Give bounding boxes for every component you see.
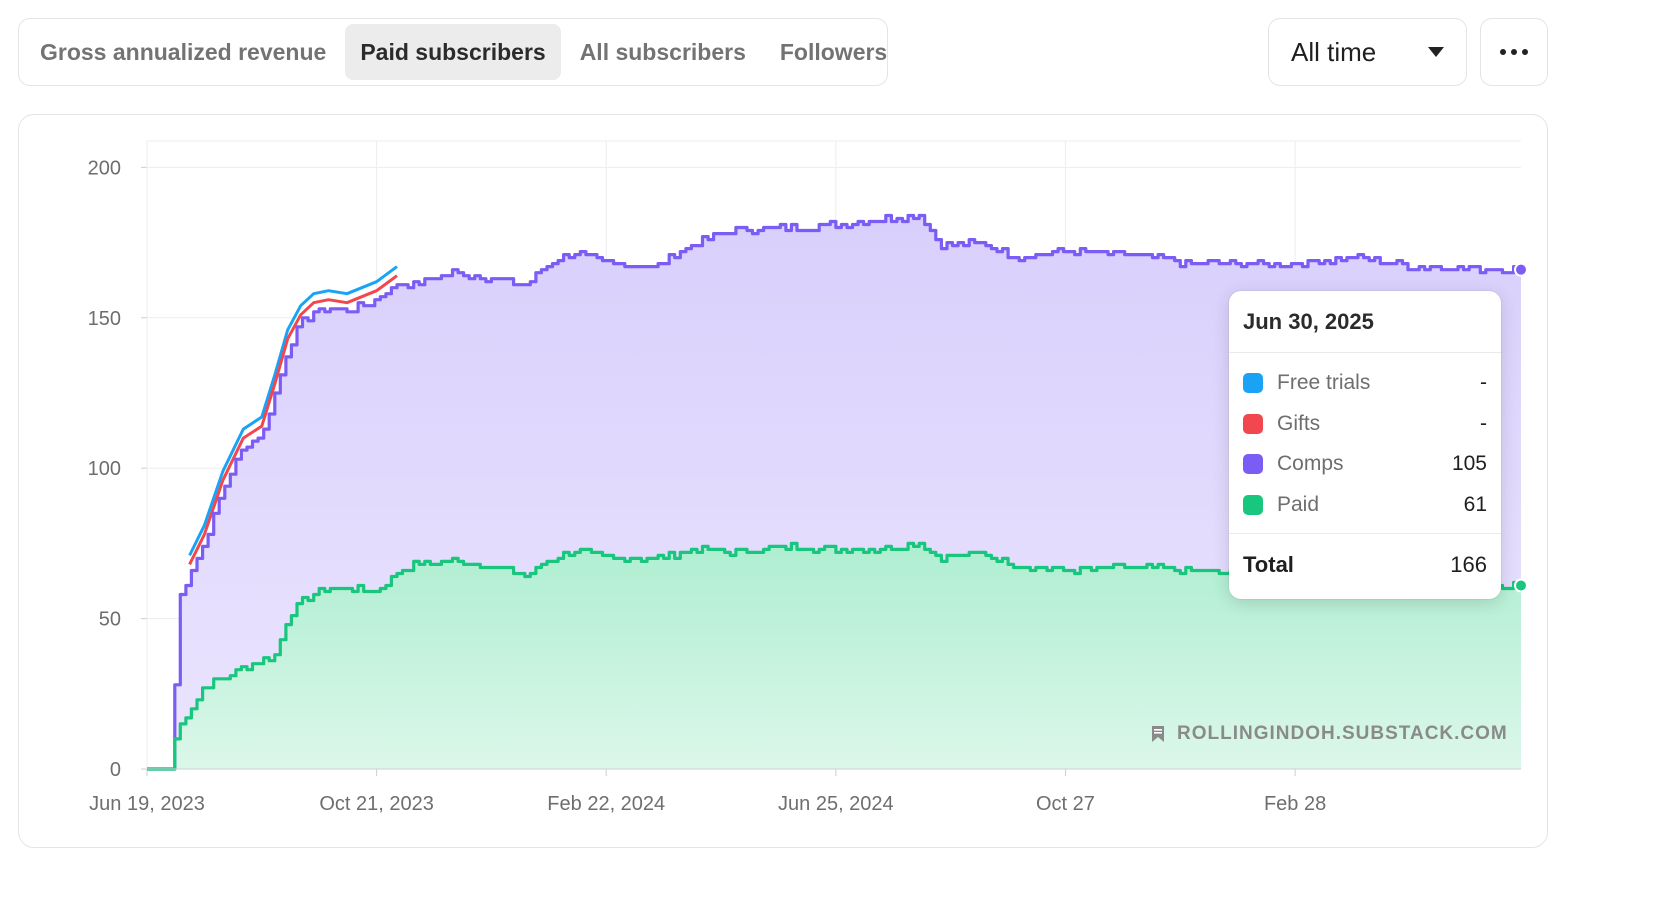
gifts-line: [188, 274, 398, 566]
total-line: [147, 213, 1523, 771]
watermark-text: ROLLINGINDOH.SUBSTACK.COM: [1177, 723, 1508, 744]
total-end-marker: [1514, 262, 1528, 277]
y-tick-label: 100: [88, 458, 121, 480]
paid-swatch: [1243, 494, 1263, 515]
y-tick-label: 50: [99, 609, 121, 631]
tab-all-subscribers[interactable]: All subscribers: [579, 38, 746, 65]
comps-swatch: [1243, 454, 1263, 475]
more-options-button[interactable]: [1480, 18, 1548, 86]
more-icon: [1500, 49, 1506, 55]
tooltip-row-label: Free trials: [1277, 371, 1371, 395]
x-tick-label: Jun 25, 2024: [778, 793, 894, 815]
tooltip-total-label: Total: [1243, 552, 1294, 577]
tab-paid-subscribers[interactable]: Paid subscribers: [345, 24, 561, 80]
tooltip-row-label: Comps: [1277, 452, 1344, 476]
tooltip-total-value: 166: [1450, 552, 1487, 577]
metric-tabs: Gross annualized revenue Paid subscriber…: [18, 18, 888, 86]
x-tick-label: Oct 27: [1036, 793, 1095, 815]
paid-subscribers-chart[interactable]: 0 50 100 150 200 Jun 19, 2023 Oct 21, 2023 Feb …: [19, 115, 1548, 848]
chevron-down-icon: [1428, 47, 1444, 57]
tooltip-row-free-trials: Free trials -: [1243, 363, 1487, 404]
tooltip-row-label: Paid: [1277, 492, 1320, 516]
paid-area: [147, 543, 1521, 769]
y-tick-label: 150: [88, 308, 121, 330]
x-tick-label: Oct 21, 2023: [319, 793, 434, 815]
x-tick-label: Feb 22, 2024: [547, 793, 665, 815]
bookmark-icon: [1152, 726, 1164, 742]
tab-gross-annualized-revenue[interactable]: Gross annualized revenue: [40, 38, 327, 65]
time-range-value: All time: [1291, 36, 1377, 67]
paid-end-marker: [1514, 578, 1528, 593]
free-trials-swatch: [1243, 373, 1263, 394]
gifts-swatch: [1243, 413, 1263, 434]
tooltip-row-value: 61: [1463, 492, 1487, 516]
chart-card: 0 50 100 150 200 Jun 19, 2023 Oct 21, 2023 Feb …: [18, 114, 1548, 848]
more-icon-dot: [1511, 49, 1517, 55]
chart-tooltip: Jun 30, 2025 Free trials - Gifts - Comps…: [1229, 291, 1501, 599]
tooltip-row-value: -: [1480, 371, 1487, 395]
tooltip-date: Jun 30, 2025: [1229, 291, 1501, 353]
time-range-select[interactable]: All time: [1268, 18, 1467, 86]
tooltip-row-value: -: [1480, 411, 1487, 435]
tooltip-row-comps: Comps 105: [1243, 444, 1487, 485]
y-tick-label: 200: [88, 157, 121, 179]
tooltip-row-paid: Paid 61: [1243, 485, 1487, 526]
tooltip-row-label: Gifts: [1277, 411, 1321, 435]
tab-followers[interactable]: Followers: [779, 38, 888, 65]
free-trials-line: [188, 265, 398, 557]
x-tick-label: Feb 28: [1264, 793, 1326, 815]
tooltip-total: Total 166: [1229, 534, 1501, 596]
tooltip-row-value: 105: [1451, 452, 1487, 476]
y-tick-label: 0: [110, 759, 121, 781]
watermark: ROLLINGINDOH.SUBSTACK.COM: [1151, 723, 1508, 745]
x-tick-label: Jun 19, 2023: [89, 793, 205, 815]
tooltip-row-gifts: Gifts -: [1243, 404, 1487, 445]
more-icon-dot: [1522, 49, 1528, 55]
